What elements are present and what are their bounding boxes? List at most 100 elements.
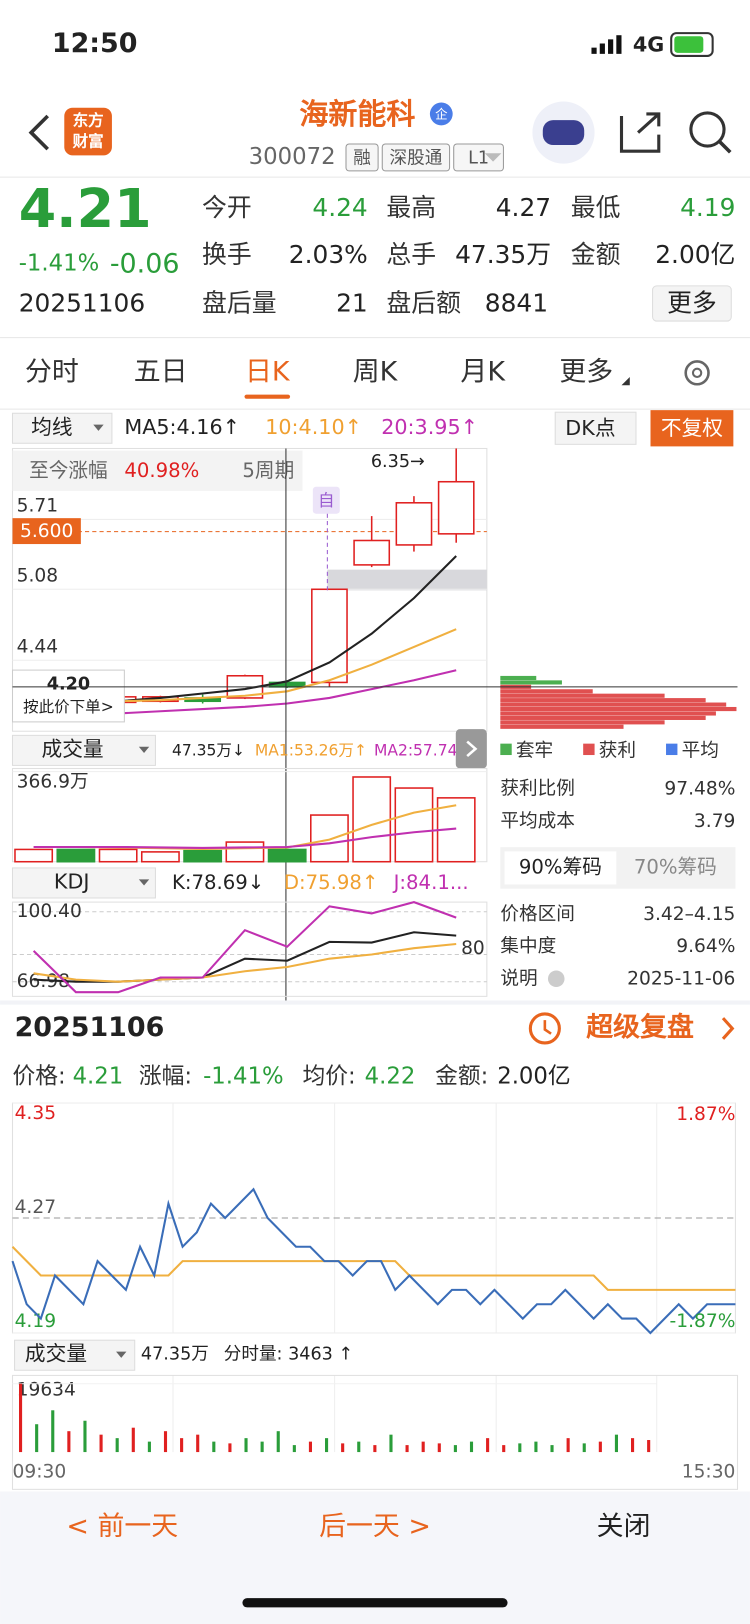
cursor-label: 5.600 <box>20 521 73 542</box>
legend-label: 平均 <box>682 740 719 761</box>
volume-bar <box>325 1438 329 1453</box>
dropdown[interactable] <box>484 153 502 162</box>
logo-text: 财富 <box>72 131 104 150</box>
tab-underline <box>244 394 291 399</box>
volume-bar <box>183 849 223 863</box>
volume-ma1: MA1:53.26万↑ <box>255 741 367 759</box>
field-label: 总手 <box>386 240 436 269</box>
volume-bar <box>212 1441 216 1453</box>
chip-bar <box>500 693 665 698</box>
kdj-j: J:84.1... <box>392 871 469 894</box>
volume-bar <box>518 1443 522 1453</box>
next-day[interactable]: 后一天 > <box>319 1511 431 1542</box>
badge <box>429 102 453 126</box>
legend-label: 获利 <box>599 740 636 761</box>
volume-bar <box>180 1438 184 1453</box>
volume-bar <box>357 1441 361 1453</box>
volume-bar <box>437 1443 441 1453</box>
more-button[interactable] <box>652 285 732 322</box>
settings-button[interactable] <box>684 360 710 386</box>
legend-swatch <box>500 743 512 756</box>
tab[interactable]: 周K <box>353 356 399 387</box>
volume-bar <box>566 1438 570 1453</box>
order-text: 按此价下单> <box>23 698 114 716</box>
tags: 融深股通 L1 <box>345 143 504 172</box>
chip-tab[interactable]: 70%筹码 <box>634 855 717 878</box>
y-tick-label: 4.35 <box>15 1103 56 1124</box>
volume-bar <box>115 1438 119 1453</box>
volume-bar <box>352 776 392 863</box>
intraday-volume-select[interactable] <box>14 1339 136 1371</box>
y-tick-label: 4.19 <box>15 1311 56 1332</box>
kdj-label: KDJ <box>54 869 90 893</box>
field-value: 4.24 <box>312 193 367 222</box>
time-start: 09:30 <box>13 1461 67 1482</box>
field-value: 47.35万 <box>455 240 551 269</box>
volume-label: 成交量 <box>42 737 104 761</box>
tab[interactable]: 分时 <box>25 356 79 387</box>
info-label: 均价: <box>303 1064 356 1090</box>
dk-button[interactable] <box>554 411 637 445</box>
volume-select[interactable] <box>11 734 156 766</box>
volume-bar <box>373 1445 377 1453</box>
kdj-k: K:78.69↓ <box>172 871 264 894</box>
chip-bar <box>500 698 706 703</box>
self-mark <box>312 486 340 514</box>
legend-label: 套牢 <box>516 740 553 761</box>
y-tick-label: 366.9万 <box>17 771 89 792</box>
volume-bar <box>267 848 307 863</box>
price: 4.21 <box>19 177 152 240</box>
volume-bar <box>502 1445 506 1453</box>
battery <box>670 32 714 57</box>
expand-button[interactable] <box>455 729 487 769</box>
volume-bar <box>453 1445 457 1453</box>
chip-tab[interactable]: 90%筹码 <box>519 855 602 878</box>
tab[interactable]: 更多 <box>559 356 613 387</box>
share-button[interactable] <box>619 112 661 153</box>
volume-bar <box>163 1431 168 1453</box>
gain-label: 至今涨幅 <box>29 459 108 482</box>
volume-bar <box>308 1441 313 1453</box>
chip-bar <box>500 689 593 694</box>
search-button[interactable] <box>689 111 726 148</box>
intraday-volume-label: 成交量 <box>25 1342 87 1366</box>
tab[interactable]: 日K <box>245 356 291 387</box>
more-text: 更多 <box>667 289 717 318</box>
chip-bar <box>500 680 562 685</box>
volume-bar <box>582 1443 586 1453</box>
prev-day[interactable]: < 前一天 <box>66 1511 178 1542</box>
divider <box>0 1000 750 1005</box>
stock-code: 300072 <box>249 144 336 170</box>
info-icon <box>547 970 565 988</box>
field-label: 盘后量 <box>202 289 277 318</box>
indicator-select[interactable] <box>11 412 113 444</box>
volume-bar <box>260 1441 264 1453</box>
field-value: 4.19 <box>680 193 735 222</box>
period-tabs: 分时 五日 日K 周K 月K 更多 <box>25 356 630 399</box>
volume-bar <box>99 1434 103 1453</box>
info-label: 集中度 <box>500 936 556 957</box>
adjust-button[interactable] <box>650 410 734 447</box>
chip-distribution <box>500 675 737 729</box>
tag <box>345 143 379 172</box>
close[interactable]: 关闭 <box>597 1511 651 1542</box>
tab[interactable]: 月K <box>460 356 506 387</box>
price-line <box>11 1187 736 1335</box>
field-label: 最高 <box>386 193 436 222</box>
info-value: 4.21 <box>73 1064 124 1090</box>
pct-top: 1.87% <box>676 1104 735 1125</box>
volume-bar <box>140 851 180 863</box>
replay-text[interactable]: 超级复盘 <box>586 1011 694 1043</box>
order-box[interactable] <box>11 669 125 723</box>
replay-hand <box>543 1020 552 1035</box>
volume-bar <box>614 1434 619 1453</box>
tab[interactable]: 五日 <box>134 356 188 387</box>
chip-bar <box>500 675 537 681</box>
back-button[interactable] <box>28 114 49 151</box>
chip-bar <box>500 720 665 725</box>
kdj-select[interactable] <box>11 867 156 899</box>
chip-tab-active <box>504 851 617 885</box>
field-label: 盘后额 <box>386 289 461 318</box>
intraday-volume-frame <box>11 1374 739 1490</box>
